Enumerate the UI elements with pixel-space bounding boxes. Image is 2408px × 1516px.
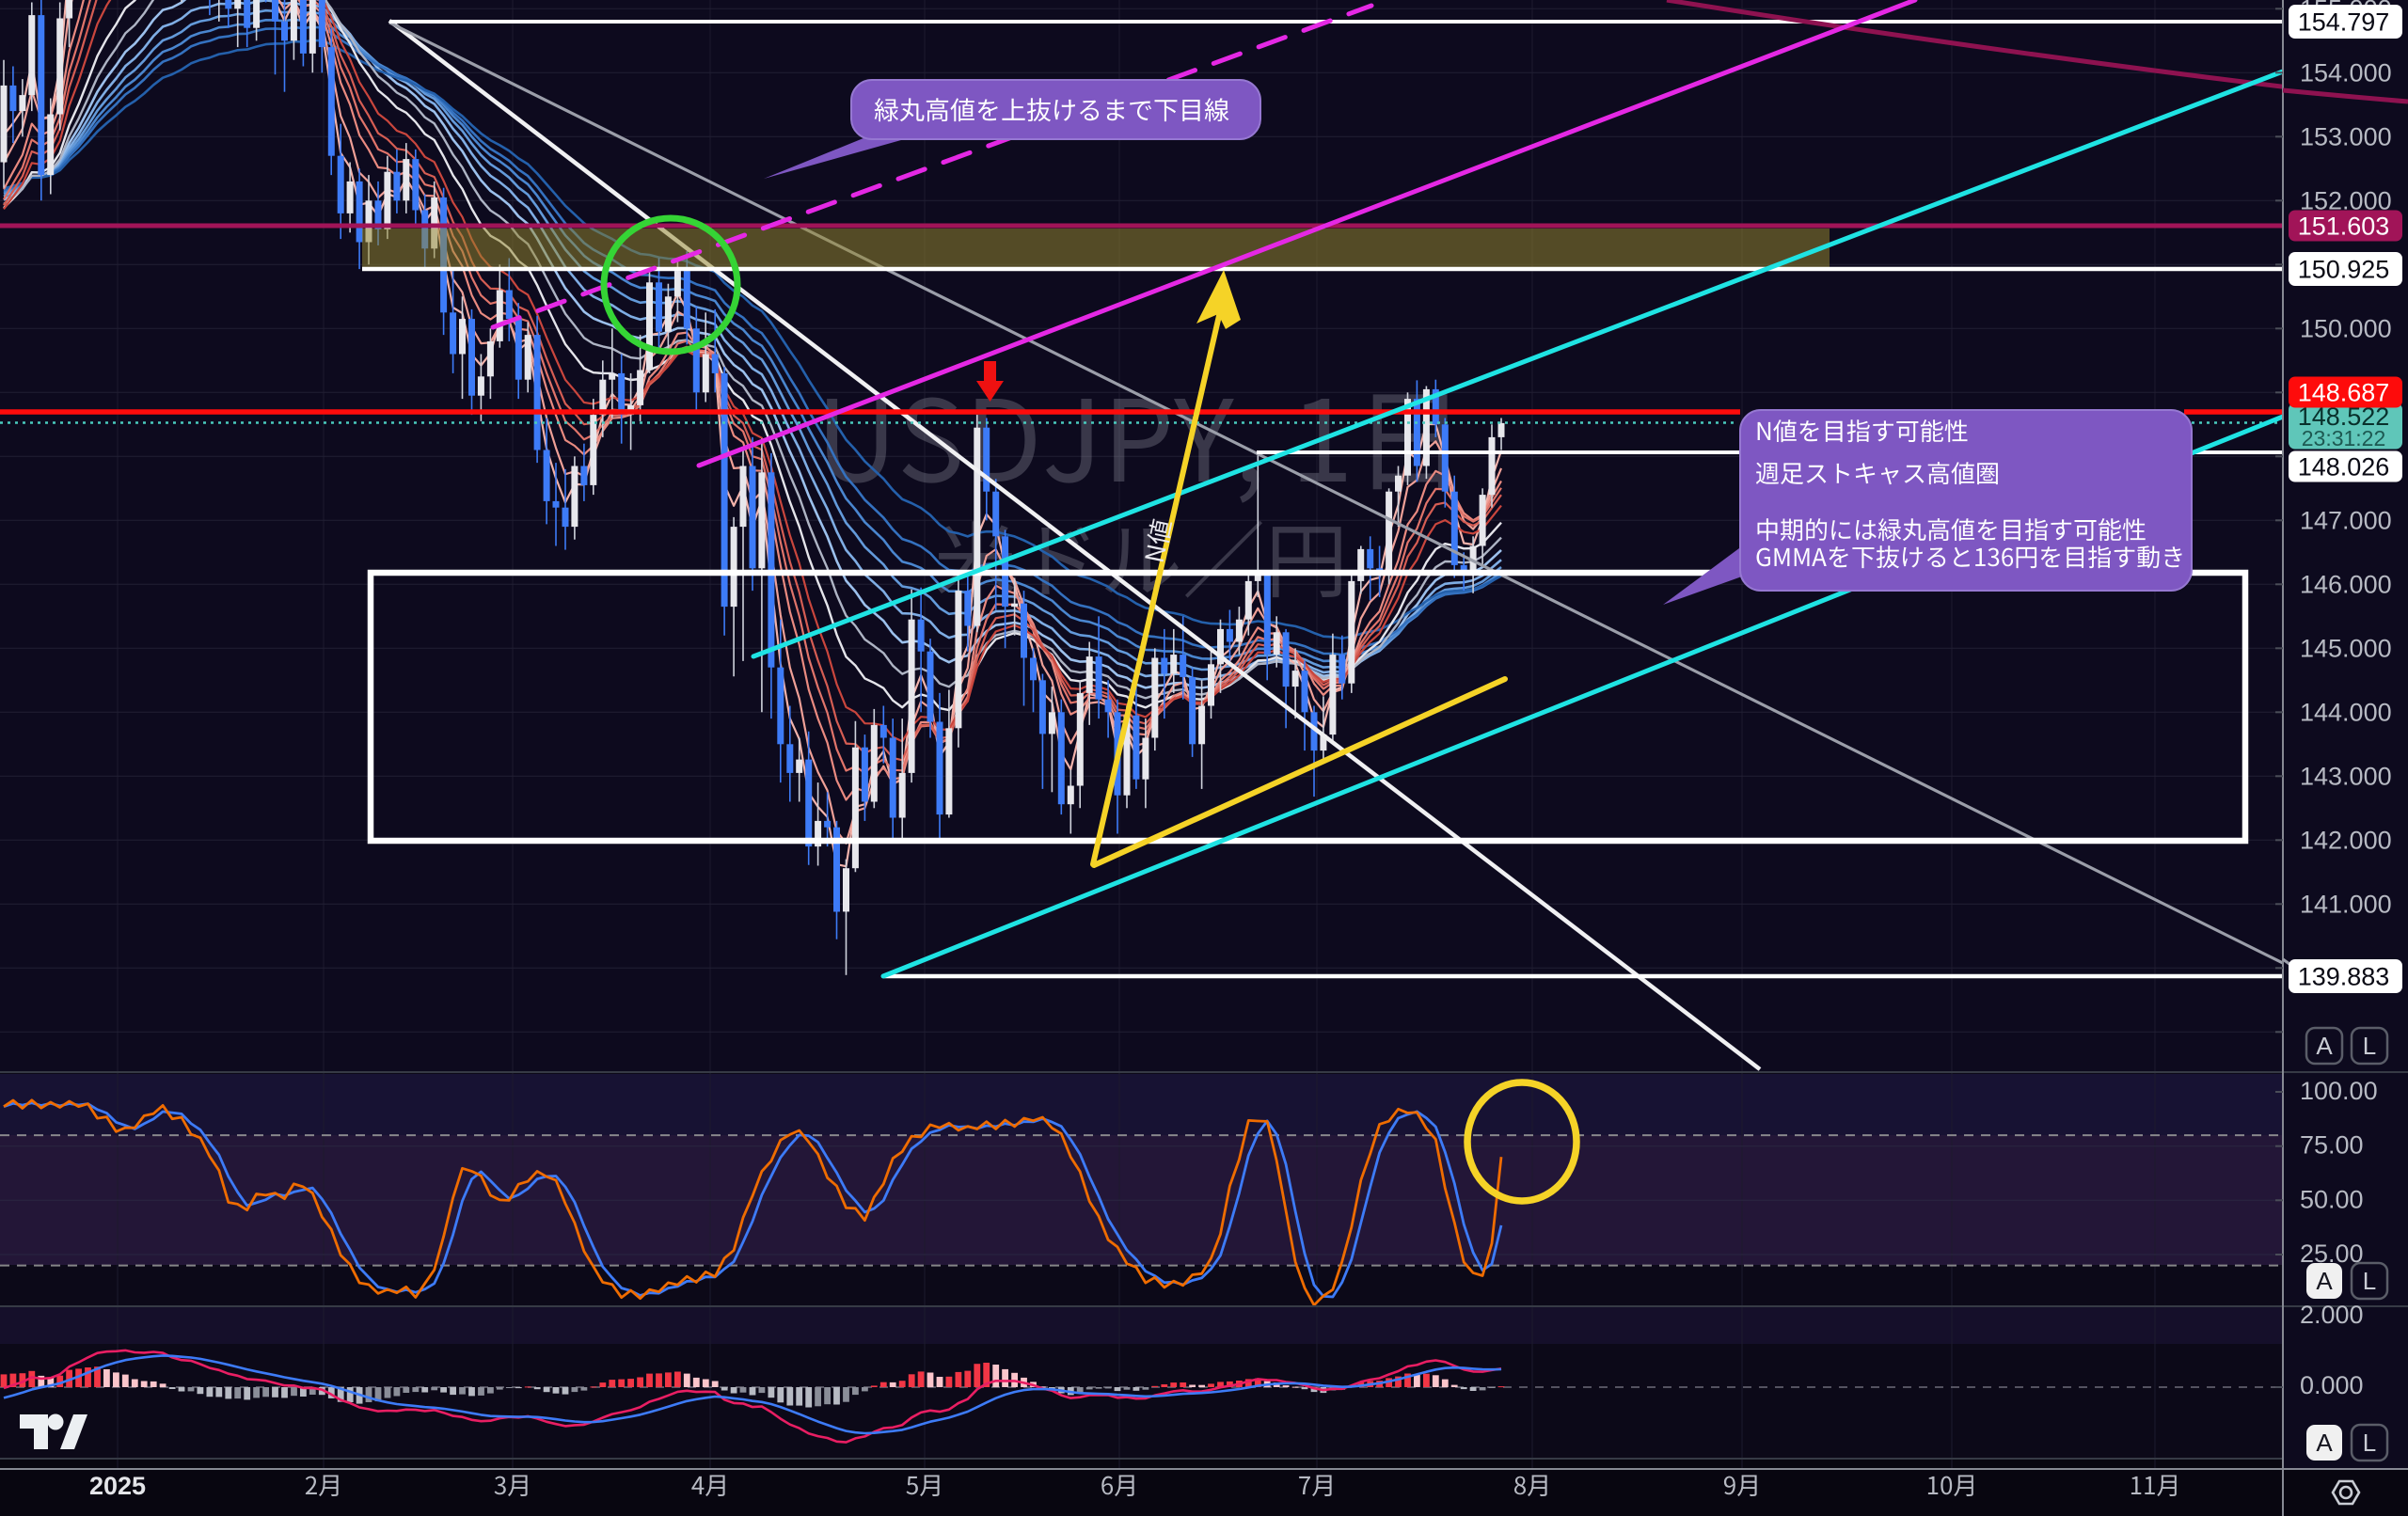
svg-text:150.925: 150.925 [2298, 256, 2390, 284]
svg-text:146.000: 146.000 [2300, 570, 2392, 598]
svg-text:2.000: 2.000 [2300, 1301, 2364, 1329]
svg-text:148.026: 148.026 [2298, 453, 2390, 482]
svg-text:23:31:22: 23:31:22 [2302, 426, 2386, 450]
svg-text:2025: 2025 [89, 1472, 146, 1500]
svg-text:L: L [2363, 1429, 2376, 1457]
svg-text:147.000: 147.000 [2300, 506, 2392, 534]
svg-text:139.883: 139.883 [2298, 963, 2390, 991]
svg-text:153.000: 153.000 [2300, 122, 2392, 150]
svg-text:141.000: 141.000 [2300, 890, 2392, 918]
svg-text:143.000: 143.000 [2300, 762, 2392, 790]
svg-text:142.000: 142.000 [2300, 826, 2392, 854]
svg-text:150.000: 150.000 [2300, 314, 2392, 342]
svg-text:75.00: 75.00 [2300, 1131, 2364, 1160]
svg-text:A: A [2316, 1032, 2333, 1060]
svg-text:A: A [2316, 1267, 2333, 1295]
svg-text:154.000: 154.000 [2300, 58, 2392, 87]
svg-text:154.797: 154.797 [2298, 8, 2390, 37]
svg-text:144.000: 144.000 [2300, 698, 2392, 726]
svg-text:100.00: 100.00 [2300, 1077, 2378, 1105]
svg-text:A: A [2316, 1429, 2333, 1457]
svg-text:151.603: 151.603 [2298, 213, 2390, 241]
svg-text:L: L [2363, 1032, 2376, 1060]
svg-text:148.687: 148.687 [2298, 379, 2390, 407]
svg-text:152.000: 152.000 [2300, 186, 2392, 214]
svg-text:L: L [2363, 1267, 2376, 1295]
svg-text:0.000: 0.000 [2300, 1371, 2364, 1399]
svg-text:145.000: 145.000 [2300, 634, 2392, 662]
svg-text:50.00: 50.00 [2300, 1185, 2364, 1213]
